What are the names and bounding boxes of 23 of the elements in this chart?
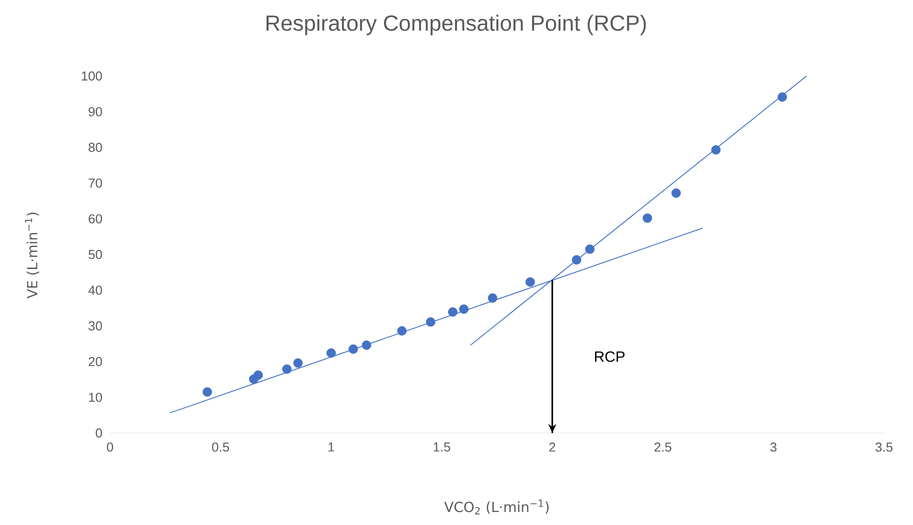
y-axis-title: VE (L·min$^{−1}$) [24,212,40,298]
y-tick-label: 80 [88,142,102,152]
y-tick-label: 0 [96,428,102,438]
x-axis-title: VCO$_{2}$ (L·min$^{−1}$) [444,500,549,514]
x-tick-label: 1.5 [434,442,450,452]
ref-line-label: RCP [595,351,625,362]
x-tick-label: 2.5 [654,442,672,452]
y-tick-label: 20 [88,357,102,366]
y-tick-label: 40 [88,286,102,295]
y-tick-label: 100 [82,71,102,81]
chart-title: Respiratory Compensation Point (RCP) [266,14,646,36]
y-tick-label: 30 [88,321,102,330]
y-tick-label: 60 [88,214,102,224]
x-tick-label: 0.5 [212,442,230,452]
y-tick-label: 90 [88,107,102,116]
x-tick-label: 3 [770,442,776,452]
x-tick-label: 2 [549,442,556,452]
x-tick-label: 0 [106,442,114,452]
y-tick-label: 10 [89,392,102,402]
x-tick-label: 1 [328,442,334,452]
y-tick-label: 50 [88,250,102,260]
x-tick-label: 3.5 [876,442,892,452]
y-tick-label: 70 [88,178,102,188]
